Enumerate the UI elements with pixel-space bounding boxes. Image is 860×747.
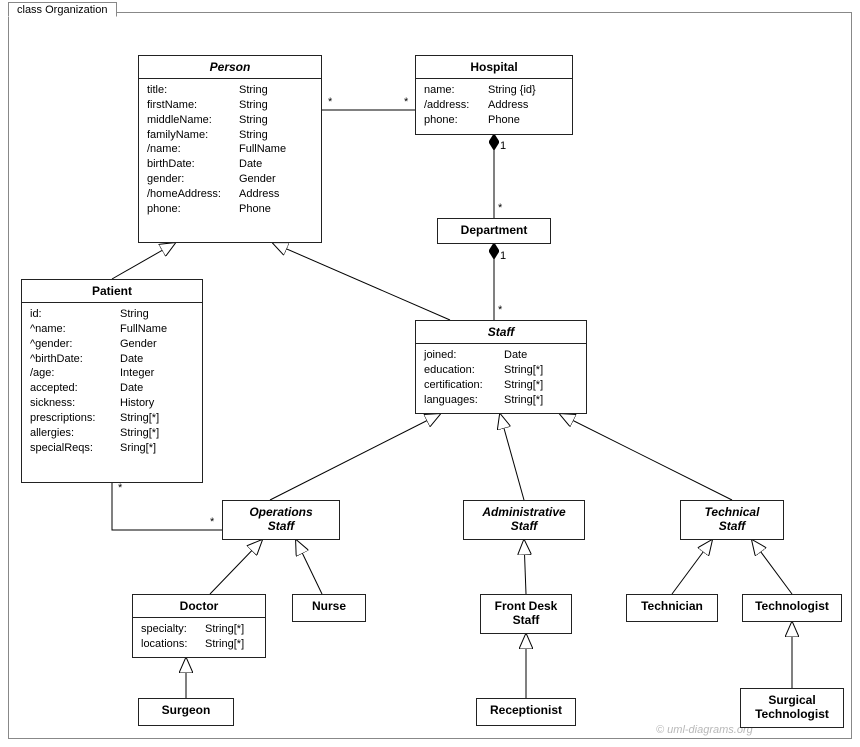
multiplicity-label: 1 xyxy=(500,250,506,262)
class-front_desk: Front Desk Staff xyxy=(480,594,572,634)
class-surgeon: Surgeon xyxy=(138,698,234,726)
multiplicity-label: * xyxy=(210,516,214,528)
class-title: Technologist xyxy=(743,595,841,617)
class-nurse: Nurse xyxy=(292,594,366,622)
class-title: Receptionist xyxy=(477,699,575,721)
class-patient: Patientid:String^name:FullName^gender:Ge… xyxy=(21,279,203,483)
class-title: Doctor xyxy=(133,595,265,618)
class-admin_staff: Administrative Staff xyxy=(463,500,585,540)
class-title: Technician xyxy=(627,595,717,617)
class-person: Persontitle:StringfirstName:Stringmiddle… xyxy=(138,55,322,243)
class-title: Person xyxy=(139,56,321,79)
class-title: Nurse xyxy=(293,595,365,617)
class-attributes: specialty:String[*]locations:String[*] xyxy=(133,618,265,656)
class-hospital: Hospitalname:String {id}/address:Address… xyxy=(415,55,573,135)
class-technologist: Technologist xyxy=(742,594,842,622)
class-title: Department xyxy=(438,219,550,241)
class-title: Patient xyxy=(22,280,202,303)
class-attributes: joined:Dateeducation:String[*]certificat… xyxy=(416,344,586,411)
class-title: Hospital xyxy=(416,56,572,79)
package-tab: class Organization xyxy=(8,2,117,17)
class-staff: Staffjoined:Dateeducation:String[*]certi… xyxy=(415,320,587,414)
multiplicity-label: * xyxy=(328,96,332,108)
class-title: Operations Staff xyxy=(223,501,339,537)
class-department: Department xyxy=(437,218,551,244)
diagram-canvas: class Organization Persontitle:Stringfir… xyxy=(0,0,860,747)
multiplicity-label: * xyxy=(498,304,502,316)
multiplicity-label: * xyxy=(118,482,122,494)
class-attributes: title:StringfirstName:StringmiddleName:S… xyxy=(139,79,321,221)
class-title: Technical Staff xyxy=(681,501,783,537)
class-attributes: id:String^name:FullName^gender:Gender^bi… xyxy=(22,303,202,459)
multiplicity-label: * xyxy=(404,96,408,108)
multiplicity-label: 1 xyxy=(500,140,506,152)
class-title: Staff xyxy=(416,321,586,344)
class-technician: Technician xyxy=(626,594,718,622)
class-title: Front Desk Staff xyxy=(481,595,571,631)
class-surg_tech: Surgical Technologist xyxy=(740,688,844,728)
class-title: Surgeon xyxy=(139,699,233,721)
class-title: Surgical Technologist xyxy=(741,689,843,725)
class-attributes: name:String {id}/address:Addressphone:Ph… xyxy=(416,79,572,132)
class-title: Administrative Staff xyxy=(464,501,584,537)
watermark: © uml-diagrams.org xyxy=(656,724,753,736)
multiplicity-label: * xyxy=(498,202,502,214)
class-doctor: Doctorspecialty:String[*]locations:Strin… xyxy=(132,594,266,658)
class-ops_staff: Operations Staff xyxy=(222,500,340,540)
class-receptionist: Receptionist xyxy=(476,698,576,726)
class-tech_staff: Technical Staff xyxy=(680,500,784,540)
